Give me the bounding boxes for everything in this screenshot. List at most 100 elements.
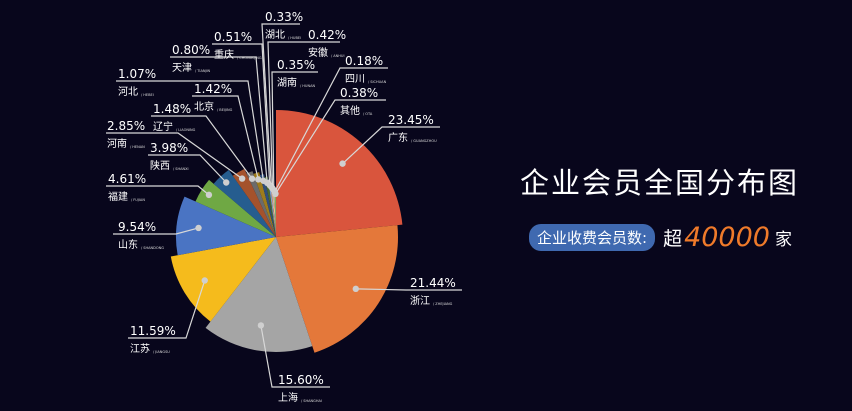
label-shanxi: 3.98% 陕西 / SHANXI (148, 141, 230, 186)
region-pinyin: / OTA (363, 112, 373, 116)
member-count-value: 40000 (684, 222, 770, 253)
region-name: 陕西 (150, 159, 170, 172)
leader-line (342, 126, 440, 165)
percent-label: 0.51% (214, 30, 252, 44)
percent-label: 1.42% (194, 82, 232, 96)
region-name: 江苏 (130, 342, 150, 355)
pie-slice-shandong (176, 196, 276, 256)
region-pinyin: / SHANDONG (141, 246, 164, 250)
label-liaoning: 1.48% 辽宁 / LIAONING (151, 102, 256, 182)
percent-label: 1.07% (118, 67, 156, 81)
label-tianjin: 0.80% 天津 / TIANJIN (170, 43, 271, 187)
region-pinyin: / ANHUI (331, 54, 345, 58)
region-name: 湖南 (277, 76, 297, 89)
percent-label: 0.18% (345, 54, 383, 68)
percent-label: 4.61% (108, 172, 146, 186)
percent-label: 0.42% (308, 28, 346, 42)
leader-line (148, 154, 227, 183)
percent-label: 21.44% (410, 276, 456, 290)
pie-slice-sichuan (274, 187, 276, 237)
region-pinyin: / ZHEJIANG (433, 302, 453, 306)
pie-slice-liaoning (246, 171, 276, 237)
leader-dot (248, 175, 256, 182)
leader-dot (257, 322, 265, 329)
region-pinyin: / GUANGZHOU (411, 139, 437, 143)
region-pinyin: / LIAONING (176, 128, 196, 132)
label-fujian: 4.61% 福建 / FUJIAN (106, 172, 213, 203)
leader-line (106, 132, 243, 180)
region-pinyin: / TIANJIN (195, 69, 211, 73)
region-pinyin: / BEIJING (217, 108, 233, 112)
region-pinyin: / HUBEI (288, 36, 301, 40)
region-pinyin: / SICHUAN (368, 80, 387, 84)
leader-line (128, 280, 206, 339)
region-pinyin: / SHANXI (173, 167, 189, 171)
label-shandong: 9.54% 山东 / SHANDONG (113, 220, 202, 251)
leader-dot (238, 175, 246, 182)
leader-dot (339, 160, 346, 167)
member-count: 企业收费会员数: 超 40000 家 (529, 222, 792, 253)
leader-line (261, 23, 300, 187)
pie-slice-fujian (195, 179, 276, 237)
region-pinyin: / HUNAN (300, 84, 315, 88)
region-pinyin: / JIANGSU (153, 350, 170, 354)
label-zhejiang: 21.44% 浙江 / ZHEJIANG (352, 276, 462, 307)
leader-dot (201, 277, 208, 284)
region-pinyin: / HEBEI (141, 93, 154, 97)
leader-dot (352, 285, 359, 293)
leader-line (192, 95, 259, 180)
region-name: 天津 (172, 62, 192, 74)
leader-line (271, 71, 318, 191)
leader-line (106, 185, 210, 196)
page-title: 企业会员全国分布图 (520, 166, 800, 200)
percent-label: 23.45% (388, 113, 434, 127)
pie-slice-chongqing (268, 179, 276, 237)
leader-line (212, 43, 271, 186)
region-name: 河北 (118, 86, 138, 98)
pie-slice-hebei (259, 174, 276, 237)
label-jiangsu: 11.59% 江苏 / JIANGSU (128, 277, 208, 355)
member-count-prefix: 超 (663, 228, 683, 250)
label-ota: 0.38% 其他 / OTA (272, 86, 386, 198)
region-name: 重庆 (214, 48, 234, 61)
percent-label: 9.54% (118, 220, 156, 234)
leader-line (170, 56, 268, 183)
region-name: 其他 (340, 104, 360, 117)
member-count-suffix: 家 (774, 230, 792, 250)
pie-slice-jiangsu (170, 237, 276, 322)
percent-label: 3.98% (150, 141, 188, 155)
leader-line (355, 288, 462, 291)
leader-dot (223, 179, 230, 186)
pie-slice-guangzhou (276, 110, 403, 237)
pie-slice-hubei (270, 181, 276, 237)
label-beijing: 1.42% 北京 / BEIJING (192, 82, 262, 183)
label-henan: 2.85% 河南 / HENAN (106, 119, 246, 182)
label-hubei: 0.33% 湖北 / HUBEI (261, 10, 303, 191)
pie-slice-hunan (273, 185, 276, 237)
region-name: 辽宁 (153, 120, 173, 133)
label-hunan: 0.35% 湖南 / HUNAN (270, 58, 318, 194)
region-pinyin: / CHONGQING (237, 56, 262, 60)
pie-slice-shanxi (213, 170, 276, 237)
leader-line (274, 67, 388, 193)
label-shanghai: 15.60% 上海 / SHANGHAI (257, 322, 330, 404)
pie-slice-beijing (253, 172, 276, 237)
label-sichuan: 0.18% 四川 / SICHUAN (271, 54, 388, 196)
percent-label: 0.80% (172, 43, 210, 57)
percent-label: 2.85% (107, 119, 145, 133)
pie-slice-zhejiang (276, 225, 398, 353)
region-name: 浙江 (410, 295, 430, 307)
percent-label: 0.33% (265, 10, 303, 24)
region-name: 福建 (108, 190, 128, 203)
member-count-label: 企业收费会员数: (529, 224, 656, 251)
region-name: 山东 (118, 238, 138, 251)
label-guangzhou: 23.45% 广东 / GUANGZHOU (339, 113, 440, 167)
percent-label: 15.60% (278, 373, 324, 387)
leader-dot (205, 191, 213, 199)
region-pinyin: / FUJIAN (131, 198, 145, 202)
pie-slice-anhui (271, 183, 276, 237)
region-name: 北京 (194, 100, 214, 113)
percent-label: 1.48% (153, 102, 191, 116)
label-chongqing: 0.51% 重庆 / CHONGQING (212, 30, 273, 189)
